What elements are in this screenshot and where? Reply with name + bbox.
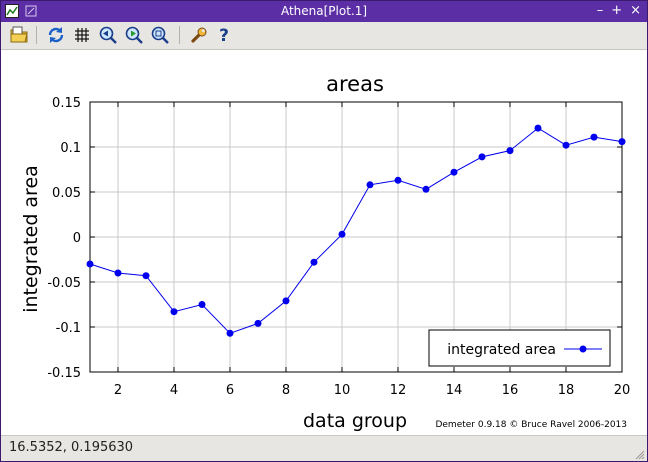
window-controls: – + × (597, 3, 641, 18)
plot-toolbar: ? (1, 22, 647, 50)
open-file-icon[interactable] (9, 25, 29, 45)
data-point (562, 141, 570, 149)
legend: integrated area (428, 329, 611, 367)
y-axis-label: integrated area (20, 165, 42, 313)
title-bar-left-icons (5, 4, 38, 18)
data-point (282, 297, 290, 305)
data-point (590, 133, 598, 141)
y-tick-label: 0 (73, 231, 81, 246)
refresh-icon[interactable] (46, 25, 66, 45)
cursor-coordinates: 16.5352, 0.195630 (9, 440, 134, 455)
y-tick-label: 0.05 (52, 186, 81, 201)
window-title: Athena[Plot.1] (280, 4, 368, 18)
title-bar[interactable]: Athena[Plot.1] – + × (1, 1, 647, 22)
settings-wrench-icon[interactable] (189, 25, 209, 45)
data-point (86, 260, 94, 268)
legend-label: integrated area (447, 342, 556, 358)
x-tick-label: 18 (558, 383, 575, 398)
x-tick-label: 6 (226, 383, 234, 398)
credit-text: Demeter 0.9.18 © Bruce Ravel 2006-2013 (435, 420, 627, 430)
x-tick-label: 14 (446, 383, 463, 398)
y-tick-label: 0.1 (60, 141, 81, 156)
x-tick-label: 8 (282, 383, 290, 398)
data-point (422, 185, 430, 193)
help-icon[interactable]: ? (214, 25, 234, 45)
minimize-button[interactable]: – (596, 3, 604, 18)
legend-marker (579, 345, 587, 353)
x-tick-label: 4 (170, 383, 178, 398)
y-tick-label: -0.05 (47, 276, 81, 291)
data-point (142, 272, 150, 280)
zoom-back-icon[interactable] (98, 25, 118, 45)
resize-grip-icon[interactable] (633, 448, 645, 460)
x-tick-label: 10 (334, 383, 351, 398)
data-point (506, 147, 514, 155)
data-point (114, 269, 122, 277)
zoom-forward-icon[interactable] (124, 25, 144, 45)
data-point (394, 176, 402, 184)
status-bar: 16.5352, 0.195630 (1, 435, 647, 461)
x-axis-label: data group (303, 410, 407, 432)
maximize-button[interactable]: + (611, 3, 623, 18)
chart-title: areas (326, 72, 384, 96)
series (86, 124, 626, 337)
data-point (226, 329, 234, 337)
x-tick-label: 16 (502, 383, 519, 398)
y-tick-label: 0.15 (52, 96, 81, 111)
plot-area[interactable]: areas 2 4 6 8 10 12 14 16 18 20 -0.15 -0.1 -0.05 0 0.0… (1, 50, 647, 435)
svg-text:?: ? (219, 26, 229, 44)
data-point (198, 301, 206, 308)
app-icon[interactable] (5, 4, 19, 18)
zoom-icon[interactable] (150, 25, 170, 45)
y-tick-label: -0.15 (47, 366, 81, 381)
x-tick-label: 2 (114, 383, 122, 398)
data-point (478, 153, 486, 161)
data-point (534, 124, 542, 132)
axis-ticks: 2 4 6 8 10 12 14 16 18 20 -0.15 -0.1 -0.05 0 0.05 0.1 0.… (47, 96, 630, 398)
window-menu-icon[interactable] (24, 4, 38, 18)
close-button[interactable]: × (630, 3, 641, 18)
toolbar-separator (179, 26, 180, 44)
data-point (170, 308, 178, 316)
grid-icon[interactable] (72, 25, 92, 45)
x-tick-label: 12 (390, 383, 407, 398)
series-line (89, 127, 623, 334)
data-point (254, 319, 262, 327)
x-tick-label: 20 (614, 383, 631, 398)
line-chart[interactable]: areas 2 4 6 8 10 12 14 16 18 20 -0.15 -0.1 -0.05 0 0.0… (1, 50, 647, 435)
data-point (310, 258, 318, 266)
toolbar-separator (36, 26, 37, 44)
data-point (338, 230, 346, 238)
data-point (450, 168, 458, 176)
y-tick-label: -0.1 (56, 321, 81, 336)
data-point (366, 181, 374, 189)
data-point (618, 138, 626, 146)
